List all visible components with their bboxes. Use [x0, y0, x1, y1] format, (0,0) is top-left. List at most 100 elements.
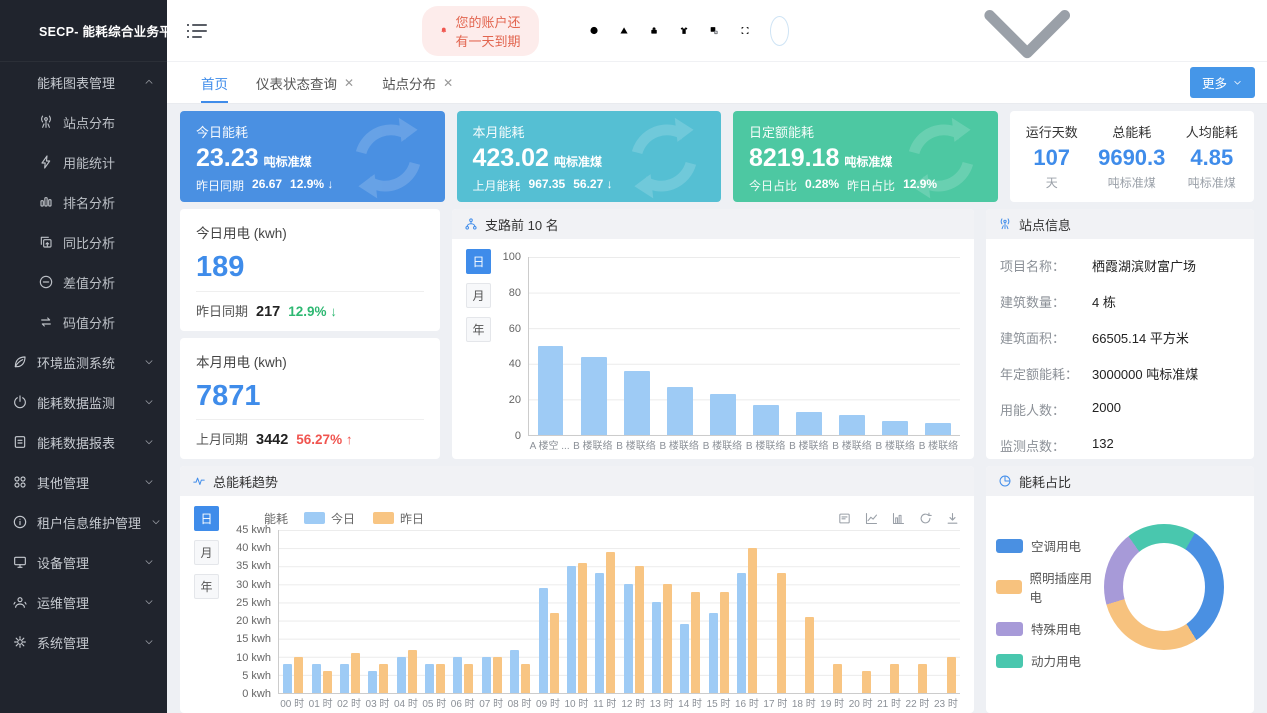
toggle-月[interactable]: 月: [194, 540, 219, 565]
bar-今日[interactable]: [652, 602, 662, 693]
bar-昨日[interactable]: [350, 653, 360, 693]
sidebar-item-1[interactable]: 环境监测系统: [0, 342, 167, 382]
tab-仪表状态查询[interactable]: 仪表状态查询 ✕: [242, 62, 368, 103]
bar-昨日[interactable]: [577, 562, 587, 693]
bar-昨日[interactable]: [549, 613, 559, 693]
bar-今日[interactable]: [311, 664, 321, 693]
bar[interactable]: [796, 411, 823, 435]
sidebar-subitem-同比分析[interactable]: 同比分析: [0, 222, 167, 262]
line-chart-icon[interactable]: [864, 511, 879, 526]
sidebar-item-0[interactable]: 能耗图表管理: [0, 62, 167, 102]
bar-今日[interactable]: [481, 656, 491, 693]
kpi-card-1[interactable]: 本月能耗 423.02 吨标准煤 上月能耗 967.35 56.27 ↓: [456, 111, 721, 202]
pie-legend-item-动力用电[interactable]: 动力用电: [996, 651, 1100, 670]
sidebar-item-2[interactable]: 能耗数据监测: [0, 382, 167, 422]
toggle-年[interactable]: 年: [466, 317, 491, 342]
download-icon[interactable]: [945, 511, 960, 526]
lock-icon[interactable]: [649, 21, 659, 40]
toggle-月[interactable]: 月: [466, 283, 491, 308]
bar-今日[interactable]: [595, 573, 605, 693]
bar-今日[interactable]: [566, 566, 576, 693]
bar-昨日[interactable]: [748, 548, 758, 693]
bar-昨日[interactable]: [294, 656, 304, 693]
bar-昨日[interactable]: [663, 584, 673, 693]
refresh-icon[interactable]: [918, 511, 933, 526]
bar[interactable]: [710, 394, 736, 435]
bar-昨日[interactable]: [322, 671, 332, 693]
account-expiry-alert[interactable]: 您的账户还有一天到期: [421, 5, 540, 56]
bar-昨日[interactable]: [379, 664, 389, 693]
bar-今日[interactable]: [510, 649, 520, 693]
bar-昨日[interactable]: [606, 551, 616, 693]
bar-昨日[interactable]: [946, 656, 956, 693]
bar-今日[interactable]: [396, 656, 406, 693]
bar[interactable]: [580, 356, 607, 435]
pie-legend-item-照明插座用电[interactable]: 照明插座用电: [996, 568, 1100, 606]
toggle-日[interactable]: 日: [194, 506, 219, 531]
bar[interactable]: [839, 415, 866, 435]
bar-昨日[interactable]: [691, 591, 701, 693]
bar-昨日[interactable]: [861, 671, 871, 693]
kpi-card-0[interactable]: 今日能耗 23.23 吨标准煤 昨日同期 26.67 12.9% ↓: [180, 111, 445, 202]
bar[interactable]: [537, 346, 564, 435]
energy-share-donut[interactable]: [1104, 524, 1224, 650]
warning-icon[interactable]: [619, 21, 629, 40]
sidebar-item-8[interactable]: 系统管理: [0, 622, 167, 662]
sidebar-subitem-码值分析[interactable]: 码值分析: [0, 302, 167, 342]
trend-bar-chart[interactable]: [278, 530, 960, 694]
bar-昨日[interactable]: [464, 664, 474, 693]
sidebar-subitem-用能统计[interactable]: 用能统计: [0, 142, 167, 182]
bar-昨日[interactable]: [719, 591, 729, 693]
gauge-icon[interactable]: [589, 21, 599, 40]
sidebar-item-3[interactable]: 能耗数据报表: [0, 422, 167, 462]
sidebar-subitem-排名分析[interactable]: 排名分析: [0, 182, 167, 222]
more-button[interactable]: 更多: [1189, 67, 1255, 98]
sidebar-item-4[interactable]: 其他管理: [0, 462, 167, 502]
fullscreen-icon[interactable]: [740, 21, 750, 40]
sidebar-item-5[interactable]: 租户信息维护管理: [0, 502, 167, 542]
bar-昨日[interactable]: [918, 664, 928, 693]
sidebar-item-7[interactable]: 运维管理: [0, 582, 167, 622]
bar-昨日[interactable]: [833, 664, 843, 693]
bar-今日[interactable]: [453, 656, 463, 693]
bar[interactable]: [666, 386, 693, 435]
branch-bar-chart[interactable]: [528, 257, 960, 436]
bar-今日[interactable]: [425, 664, 435, 693]
bar-昨日[interactable]: [407, 649, 417, 693]
sidebar-subitem-差值分析[interactable]: 差值分析: [0, 262, 167, 302]
bar-昨日[interactable]: [436, 664, 446, 693]
bar-今日[interactable]: [680, 624, 690, 693]
bar[interactable]: [882, 420, 909, 435]
legend-item-今日[interactable]: 今日: [304, 510, 355, 527]
bar-今日[interactable]: [538, 587, 548, 693]
bar[interactable]: [753, 404, 779, 435]
bar-昨日[interactable]: [521, 664, 531, 693]
pie-legend-item-空调用电[interactable]: 空调用电: [996, 536, 1100, 555]
data-view-icon[interactable]: [837, 511, 852, 526]
collapse-menu-icon[interactable]: [187, 23, 207, 38]
tab-首页[interactable]: 首页: [187, 62, 242, 103]
bar-今日[interactable]: [623, 584, 633, 693]
legend-item-昨日[interactable]: 昨日: [373, 510, 424, 527]
close-tab-icon[interactable]: ✕: [344, 75, 355, 90]
toggle-日[interactable]: 日: [466, 249, 491, 274]
avatar[interactable]: [769, 15, 789, 46]
bar-昨日[interactable]: [492, 656, 502, 693]
bar-昨日[interactable]: [634, 566, 644, 693]
bar[interactable]: [925, 423, 952, 435]
bar-今日[interactable]: [708, 613, 718, 693]
tab-站点分布[interactable]: 站点分布 ✕: [368, 62, 467, 103]
bar-昨日[interactable]: [776, 573, 786, 693]
tshirt-icon[interactable]: [679, 21, 689, 40]
bar-chart-icon[interactable]: [891, 511, 906, 526]
pie-legend-item-特殊用电[interactable]: 特殊用电: [996, 619, 1100, 638]
bar-今日[interactable]: [339, 664, 349, 693]
toggle-年[interactable]: 年: [194, 574, 219, 599]
sidebar-subitem-站点分布[interactable]: 站点分布: [0, 102, 167, 142]
bar-今日[interactable]: [737, 573, 747, 693]
close-tab-icon[interactable]: ✕: [443, 75, 454, 90]
bar-昨日[interactable]: [890, 664, 900, 693]
bar-今日[interactable]: [283, 664, 293, 693]
bar-昨日[interactable]: [804, 616, 814, 693]
